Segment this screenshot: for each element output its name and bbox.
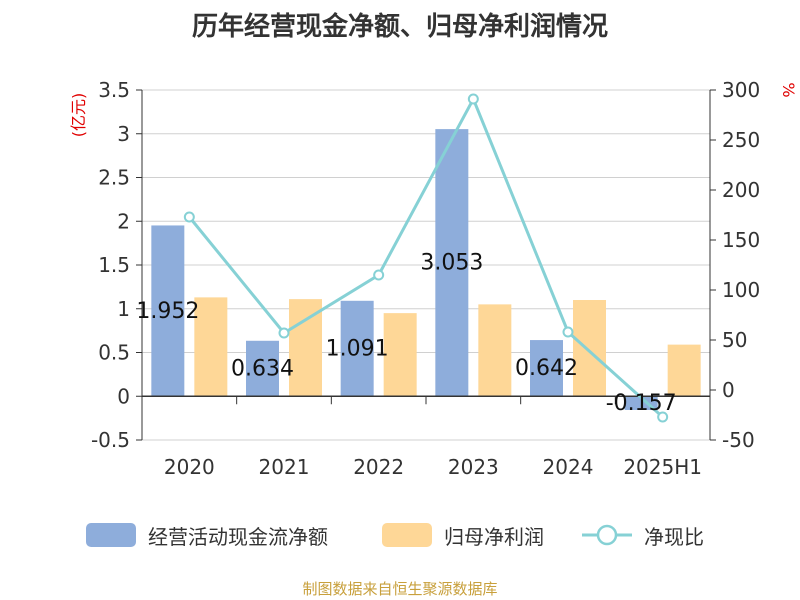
right-tick-label: 200 — [722, 178, 760, 202]
x-tick-label: 2023 — [448, 455, 499, 479]
left-axis-unit: (亿元) — [69, 93, 88, 138]
bar-value-label: 0.642 — [515, 356, 578, 381]
left-tick-label: 3.5 — [98, 78, 130, 102]
right-tick-label: 300 — [722, 78, 760, 102]
bar-net-profit[interactable] — [573, 300, 606, 397]
ratio-point[interactable] — [562, 326, 574, 338]
ratio-line — [183, 93, 669, 423]
ratio-point[interactable] — [373, 269, 385, 281]
bar-net-profit[interactable] — [194, 297, 228, 397]
bar-net-profit[interactable] — [383, 313, 417, 397]
legend-label-net-profit: 归母净利润 — [444, 524, 544, 549]
x-tick-label: 2025H1 — [623, 455, 702, 479]
ratio-line-path — [188, 95, 664, 419]
right-tick-label: -50 — [722, 428, 755, 452]
source-note: 制图数据来自恒生聚源数据库 — [302, 580, 498, 598]
axes: -0.5 0 0.5 1 1.5 2 2.5 3 3.5 -50 0 50 100 150 200 250 30… — [91, 78, 760, 479]
bar-value-label: 3.053 — [420, 251, 483, 276]
right-tick-label: 250 — [722, 128, 760, 152]
x-tick-label: 2020 — [164, 455, 215, 479]
legend-item-net-profit[interactable]: 归母净利润 — [382, 518, 544, 552]
left-tick-label: 1.5 — [98, 253, 130, 277]
right-tick-label: 50 — [722, 328, 747, 352]
legend-label-ratio: 净现比 — [644, 524, 704, 549]
right-tick-label: 150 — [722, 228, 760, 252]
bar-net-profit[interactable] — [478, 304, 512, 397]
x-tick-label: 2024 — [543, 455, 594, 479]
chart-title: 历年经营现金净额、归母净利润情况 — [191, 12, 608, 42]
x-tick-label: 2021 — [259, 455, 310, 479]
bar-value-label: 0.634 — [231, 357, 294, 382]
bar-cashflow[interactable] — [435, 129, 469, 397]
left-tick-label: -0.5 — [91, 428, 130, 452]
legend-label-cashflow: 经营活动现金流净额 — [148, 524, 328, 549]
ratio-point[interactable] — [278, 327, 290, 339]
ratio-point[interactable] — [183, 211, 195, 223]
right-tick-label: 100 — [722, 278, 760, 302]
right-tick-label: 0 — [722, 378, 735, 402]
left-tick-label: 0.5 — [98, 341, 130, 365]
x-tick-label: 2022 — [353, 455, 404, 479]
left-tick-label: 1 — [117, 297, 130, 321]
bar-cashflow[interactable] — [340, 300, 374, 397]
ratio-point[interactable] — [467, 93, 479, 105]
bar-cashflow[interactable] — [151, 225, 185, 397]
legend-swatch-cashflow — [86, 523, 136, 547]
bar-cashflow[interactable] — [246, 340, 279, 397]
bar-value-label: -0.157 — [606, 391, 677, 416]
legend-item-ratio[interactable]: 净现比 — [582, 518, 704, 552]
bars — [151, 129, 701, 410]
ratio-point[interactable] — [657, 411, 669, 423]
left-tick-label: 2 — [117, 209, 130, 233]
bar-net-profit[interactable] — [289, 299, 322, 397]
left-tick-label: 3 — [117, 122, 130, 146]
bar-net-profit[interactable] — [667, 344, 701, 397]
bar-cashflow[interactable] — [530, 340, 563, 397]
legend-swatch-net-profit — [382, 523, 432, 547]
right-axis-unit: % — [779, 82, 798, 97]
legend-item-cashflow[interactable]: 经营活动现金流净额 — [86, 518, 328, 552]
left-tick-label: 2.5 — [98, 166, 130, 190]
bar-value-label: 1.091 — [326, 337, 389, 362]
data-labels: 1.952 0.634 1.091 3.053 0.642 -0.157 — [136, 251, 676, 416]
bar-value-label: 1.952 — [136, 299, 199, 324]
legend-swatch-ratio — [582, 524, 632, 546]
left-tick-label: 0 — [117, 384, 130, 408]
